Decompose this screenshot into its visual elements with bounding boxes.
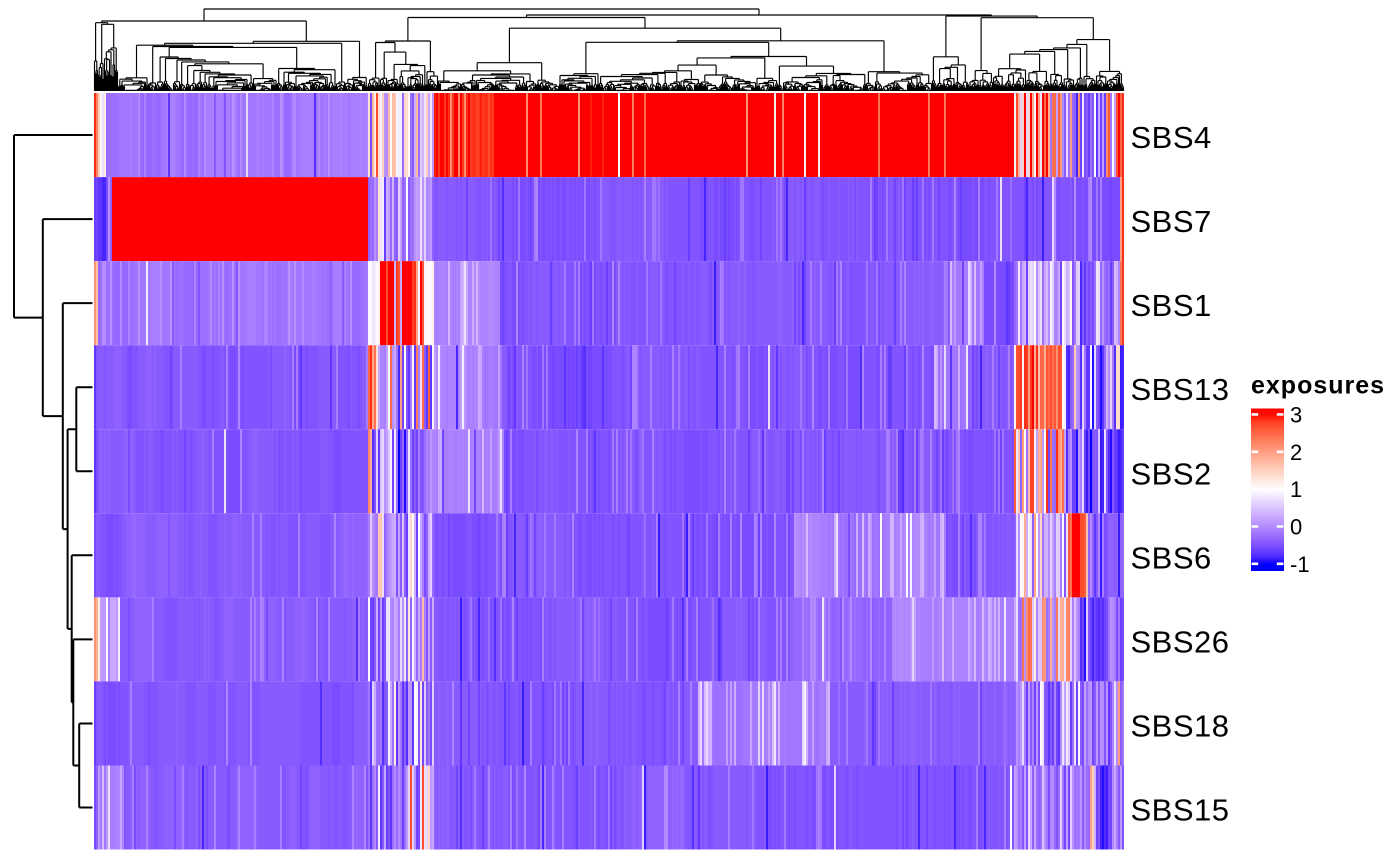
svg-text:SBS18: SBS18 — [1131, 709, 1230, 744]
svg-text:0: 0 — [1290, 515, 1302, 540]
svg-text:SBS13: SBS13 — [1131, 372, 1230, 407]
svg-text:SBS26: SBS26 — [1131, 624, 1230, 659]
svg-text:SBS1: SBS1 — [1131, 288, 1212, 323]
svg-text:SBS6: SBS6 — [1131, 540, 1212, 575]
svg-text:2: 2 — [1290, 440, 1302, 465]
svg-text:3: 3 — [1290, 402, 1302, 427]
svg-text:1: 1 — [1290, 477, 1302, 502]
svg-text:-1: -1 — [1290, 552, 1310, 577]
svg-text:exposures: exposures — [1251, 372, 1385, 400]
svg-text:SBS15: SBS15 — [1131, 793, 1230, 828]
svg-text:SBS4: SBS4 — [1131, 120, 1212, 155]
svg-text:SBS7: SBS7 — [1131, 204, 1212, 239]
svg-text:SBS2: SBS2 — [1131, 456, 1212, 491]
